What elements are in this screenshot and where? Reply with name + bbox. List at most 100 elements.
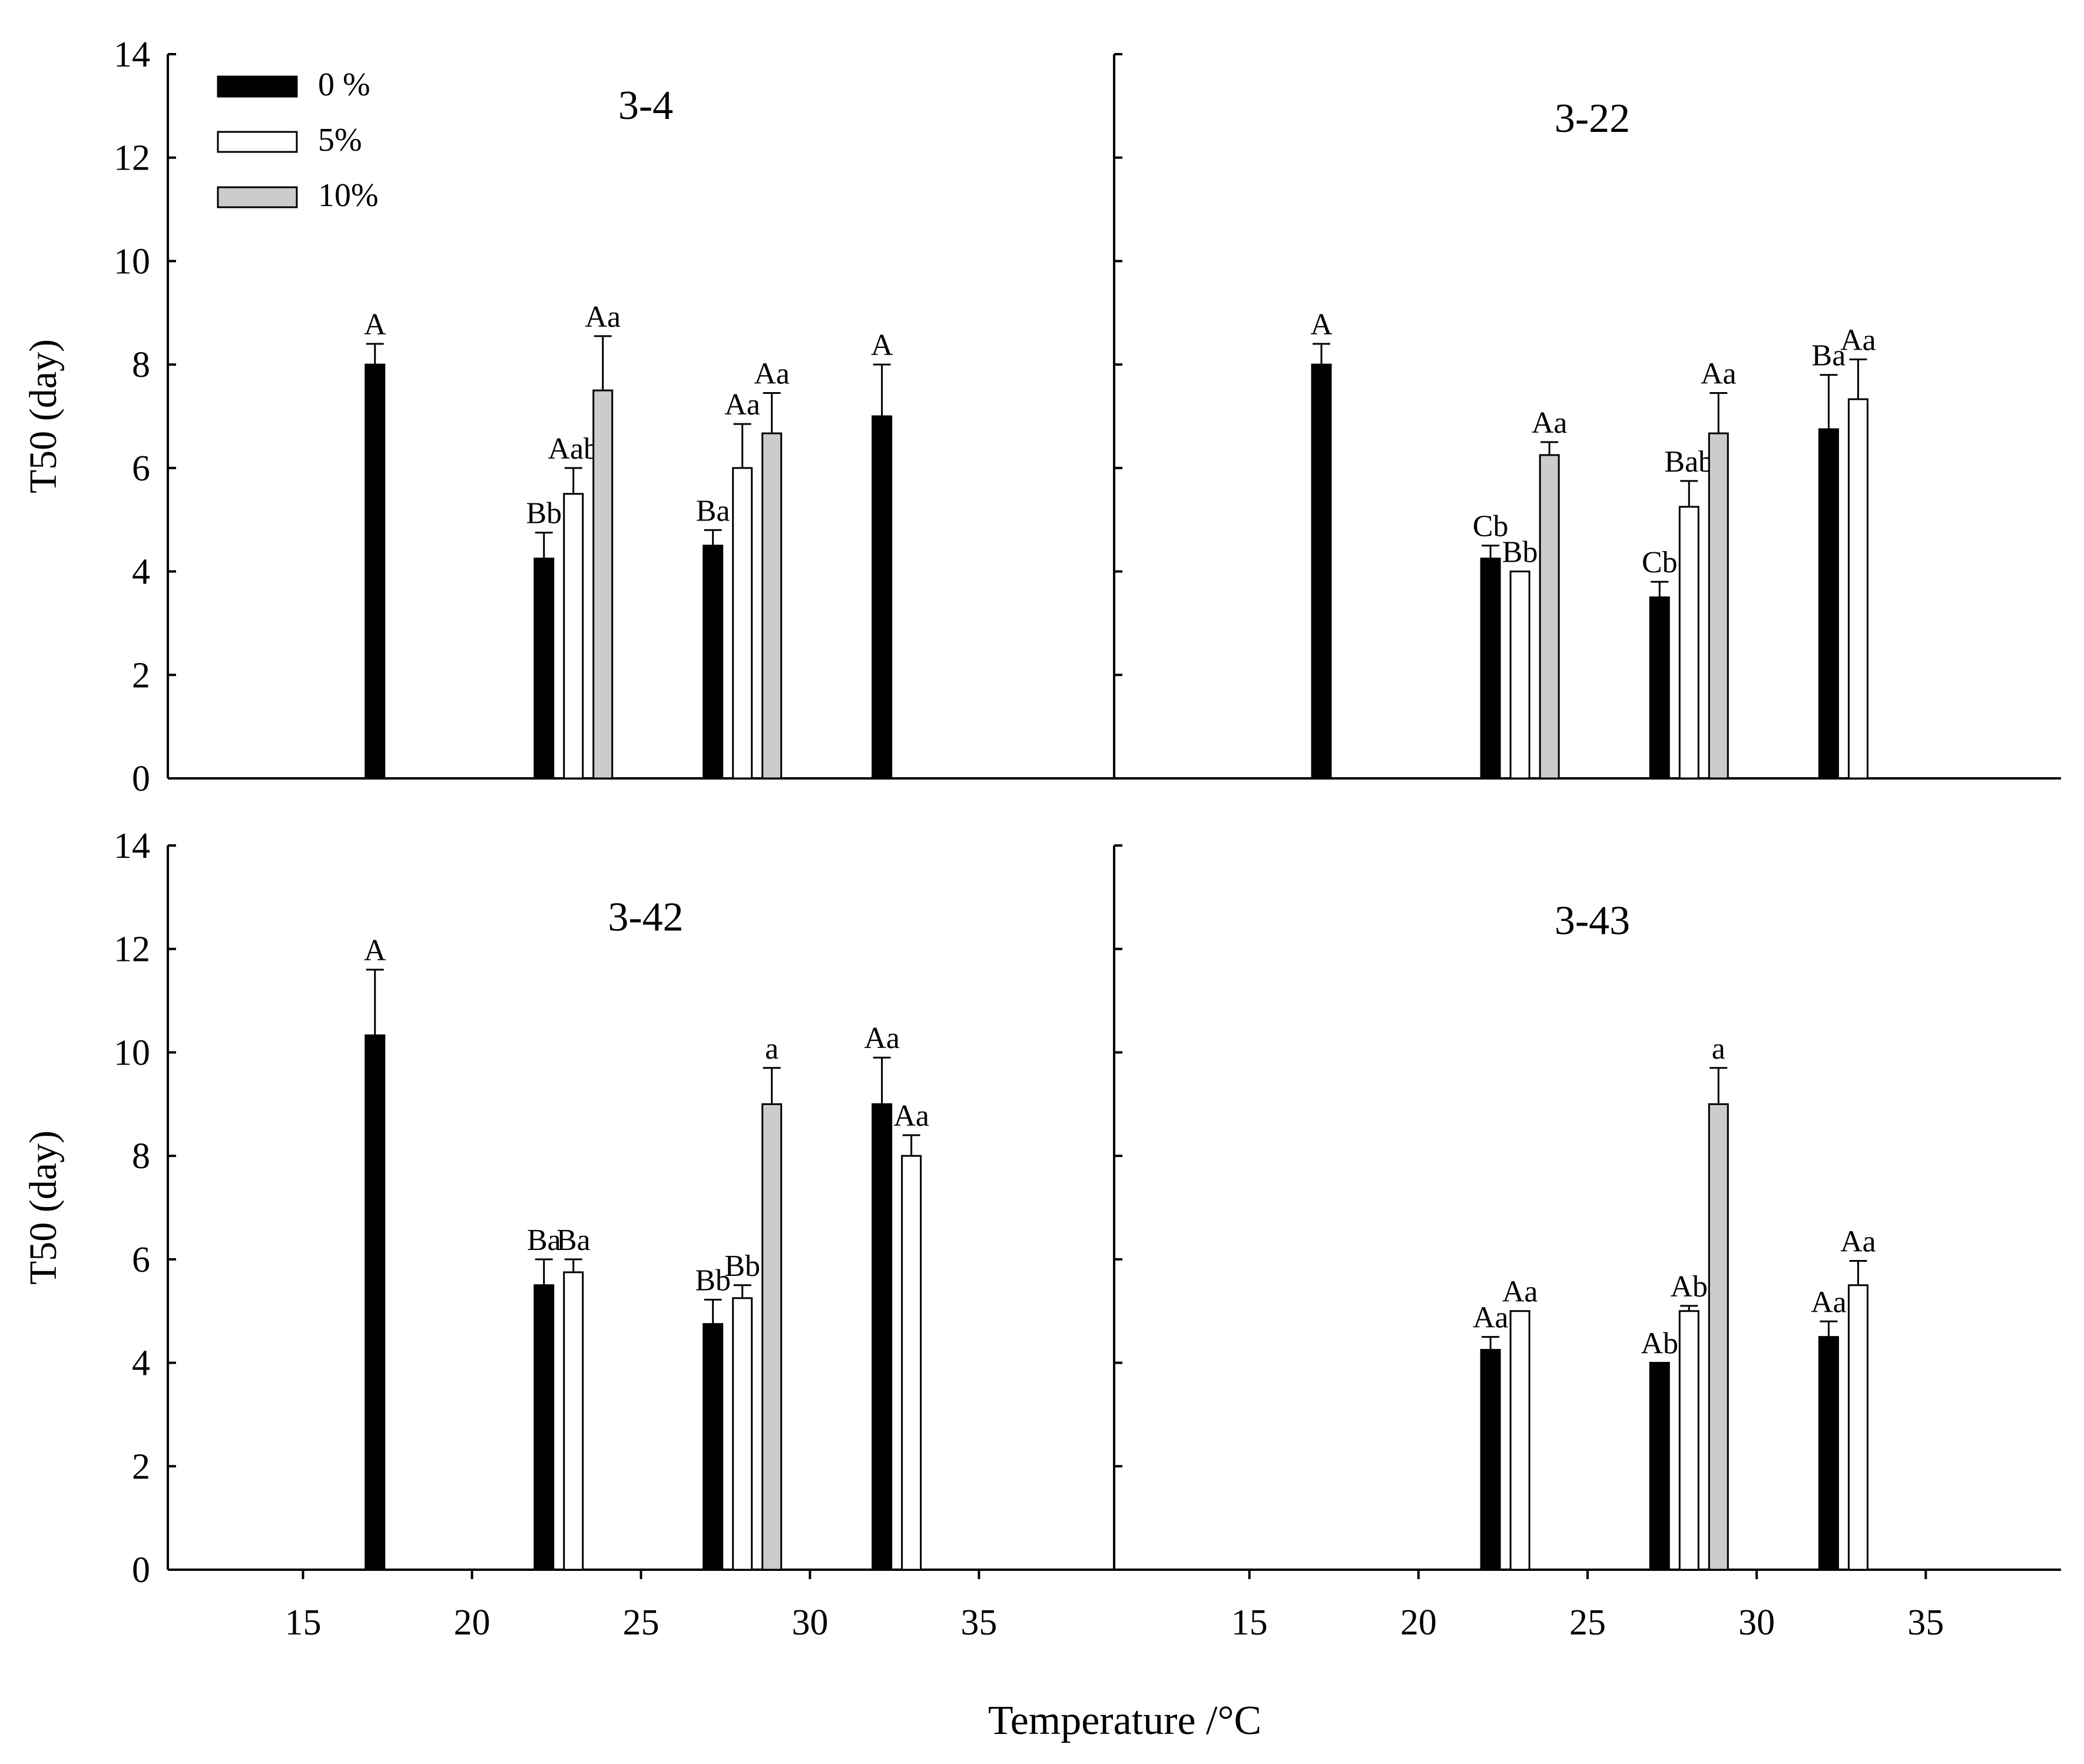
bar [365, 1034, 386, 1571]
panel-title: 3-43 [1555, 898, 1630, 943]
significance-label: Bab [1664, 445, 1714, 479]
significance-label: Cb [1642, 546, 1678, 579]
x-tick-label: 30 [791, 1603, 828, 1643]
bar [1509, 1310, 1530, 1571]
bar [1818, 1336, 1839, 1571]
y-tick-label: 12 [114, 930, 150, 970]
bar [563, 493, 584, 780]
significance-label: Aa [1502, 1275, 1538, 1309]
y-tick-label: 2 [132, 655, 150, 695]
x-tick-label: 20 [1400, 1603, 1437, 1643]
bar [901, 1155, 922, 1571]
significance-label: Aa [754, 357, 790, 390]
panel-title: 3-42 [608, 894, 683, 940]
x-tick-label: 15 [1231, 1603, 1268, 1643]
bar [761, 432, 783, 780]
bar [732, 467, 753, 780]
x-tick-label: 20 [454, 1603, 491, 1643]
significance-label: Bb [526, 497, 562, 530]
significance-label: Bb [724, 1249, 760, 1283]
y-tick-label: 12 [114, 138, 150, 178]
significance-label: A [871, 329, 893, 362]
significance-label: a [1712, 1032, 1725, 1066]
y-tick-label: 0 [132, 1550, 150, 1590]
bar [761, 1103, 783, 1571]
significance-label: Aa [864, 1022, 900, 1055]
bar [1311, 363, 1332, 780]
significance-label: a [765, 1032, 778, 1066]
significance-label: Aa [724, 388, 760, 422]
bar [1678, 1310, 1699, 1571]
bar [1480, 1349, 1501, 1571]
significance-label: Ba [527, 1223, 561, 1257]
legend-swatch [217, 75, 298, 98]
y-tick-label: 2 [132, 1447, 150, 1487]
significance-label: A [1310, 308, 1333, 341]
x-tick-label: 35 [960, 1603, 997, 1643]
x-tick-label: 25 [623, 1603, 660, 1643]
significance-label: Aa [585, 300, 621, 334]
bar [703, 1323, 724, 1571]
x-tick-label: 25 [1569, 1603, 1606, 1643]
x-tick-label: 35 [1907, 1603, 1944, 1643]
significance-label: Ba [696, 494, 730, 528]
bar [563, 1271, 584, 1571]
bar [732, 1297, 753, 1571]
significance-label: Aa [1840, 1225, 1876, 1258]
significance-label: A [364, 934, 386, 967]
bar [872, 1103, 893, 1571]
y-axis-title: T50 (day) [22, 1130, 65, 1285]
y-tick-label: 4 [132, 1344, 150, 1384]
legend-swatch [217, 131, 298, 153]
y-tick-label: 8 [132, 1136, 150, 1176]
bar [1480, 558, 1501, 780]
bar [1708, 432, 1729, 780]
y-tick-label: 0 [132, 759, 150, 799]
significance-label: Ab [1641, 1327, 1679, 1361]
significance-label: Aa [1473, 1301, 1509, 1335]
panel-title: 3-4 [618, 83, 673, 128]
legend: 0 % 5% 10% [217, 67, 379, 214]
y-tick-label: 10 [114, 241, 150, 281]
bar [1678, 506, 1699, 780]
significance-label: Aab [548, 432, 599, 466]
bar [1708, 1103, 1729, 1571]
significance-label: Ab [1671, 1270, 1708, 1304]
legend-label: 5% [318, 122, 362, 158]
y-tick-label: 14 [114, 35, 150, 75]
y-tick-label: 6 [132, 1240, 150, 1280]
legend-label: 0 % [318, 67, 370, 103]
y-axis-title: T50 (day) [22, 339, 65, 493]
significance-label: A [364, 308, 386, 341]
bar [592, 389, 614, 780]
significance-label: Ba [556, 1223, 591, 1257]
bar [1818, 428, 1839, 780]
bar [1847, 398, 1868, 780]
significance-label: Aa [1840, 323, 1876, 357]
x-tick-label: 30 [1738, 1603, 1775, 1643]
significance-label: Aa [1701, 357, 1737, 390]
significance-label: Aa [1532, 406, 1568, 440]
bar [703, 545, 724, 780]
bar [365, 363, 386, 780]
significance-label: Ba [1812, 339, 1846, 373]
significance-label: Bb [1502, 536, 1538, 569]
y-tick-label: 4 [132, 552, 150, 592]
panel-title: 3-22 [1555, 96, 1630, 141]
bar [1539, 454, 1560, 780]
bar [872, 415, 893, 780]
significance-label: Aa [893, 1099, 929, 1133]
significance-label: Bb [695, 1264, 731, 1297]
bar [1847, 1284, 1868, 1571]
bar [534, 558, 555, 780]
y-tick-label: 8 [132, 345, 150, 385]
legend-label: 10% [318, 177, 379, 214]
bar [534, 1284, 555, 1571]
y-tick-label: 6 [132, 449, 150, 489]
